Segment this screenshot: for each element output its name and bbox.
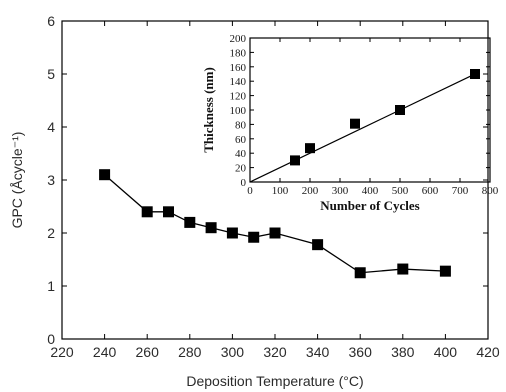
inset-y-tick-label: 80	[235, 119, 247, 131]
main-x-tick-label: 400	[434, 344, 458, 360]
main-y-tick-label: 4	[47, 119, 55, 135]
main-x-tick-label: 280	[178, 344, 202, 360]
main-data-point	[439, 265, 451, 277]
inset-x-tick-label: 200	[302, 185, 319, 197]
main-y-tick-label: 3	[47, 172, 55, 188]
inset-y-axis-title: Thickness (nm)	[201, 67, 216, 153]
main-data-point	[163, 206, 174, 218]
inset-data-point	[290, 155, 300, 166]
inset-x-axis-title: Number of Cycles	[320, 198, 419, 213]
main-x-tick-label: 360	[349, 344, 373, 360]
main-data-point	[269, 227, 281, 239]
inset-data-point	[350, 118, 360, 129]
main-y-tick-label: 2	[47, 225, 55, 241]
main-y-tick-label: 0	[47, 331, 55, 347]
main-plot-frame	[61, 20, 489, 340]
main-data-point	[248, 231, 260, 243]
inset-x-tick-label: 100	[272, 185, 289, 197]
main-data-point	[141, 206, 153, 218]
inset-data-point	[470, 69, 480, 79]
inset-x-tick-label: 0	[247, 185, 253, 197]
inset-y-tick-label: 140	[230, 76, 247, 88]
main-x-tick-label: 420	[476, 344, 500, 360]
inset-y-tick-label: 200	[230, 33, 247, 45]
main-data-point	[354, 267, 366, 279]
main-data-point	[312, 239, 324, 251]
main-y-tick-label: 1	[47, 278, 55, 294]
main-y-axis-title: GPC (Åcycle⁻¹)	[9, 132, 25, 229]
inset-x-tick-label: 500	[392, 185, 409, 197]
inset-x-tick-label: 700	[452, 185, 469, 197]
inset-y-tick-label: 0	[241, 177, 247, 189]
main-x-tick-label: 240	[93, 344, 117, 360]
inset-x-tick-label: 600	[422, 185, 439, 197]
inset-y-tick-label: 100	[230, 105, 247, 117]
inset-x-tick-label: 400	[362, 185, 379, 197]
main-x-tick-label: 380	[391, 344, 415, 360]
inset-fit-line	[249, 72, 479, 183]
inset-y-tick-label: 180	[230, 47, 247, 59]
main-y-tick-label: 5	[47, 66, 55, 82]
main-chart: 220 240 260 280 300 320 340 360 380 400 4200123456…	[9, 13, 500, 389]
main-x-axis-title: Deposition Temperature (°C)	[186, 373, 363, 389]
inset-y-tick-label: 160	[230, 62, 247, 74]
inset-data-point	[305, 143, 315, 154]
inset-y-tick-label: 20	[235, 163, 247, 175]
inset-data-point	[395, 105, 405, 115]
main-data-point	[226, 227, 238, 239]
inset-x-tick-label: 300	[332, 185, 349, 197]
main-data-point	[205, 222, 217, 234]
main-x-tick-label: 340	[306, 344, 330, 360]
main-data-point	[397, 263, 409, 275]
inset-x-tick-label: 800	[482, 185, 499, 197]
inset-chart: 0 100 200 300 400 500 600 700 800020406080100120…	[201, 33, 499, 213]
main-data-point	[99, 169, 111, 181]
inset-y-tick-label: 60	[235, 134, 247, 146]
inset-y-tick-label: 40	[235, 148, 247, 160]
main-x-tick-label: 260	[136, 344, 160, 360]
main-y-tick-label: 6	[47, 13, 55, 29]
main-data-point	[184, 216, 196, 228]
main-x-tick-label: 220	[50, 344, 74, 360]
main-x-tick-label: 300	[221, 344, 245, 360]
inset-y-tick-label: 120	[230, 91, 247, 103]
main-x-tick-label: 320	[263, 344, 287, 360]
inset-plot-frame	[249, 37, 491, 183]
